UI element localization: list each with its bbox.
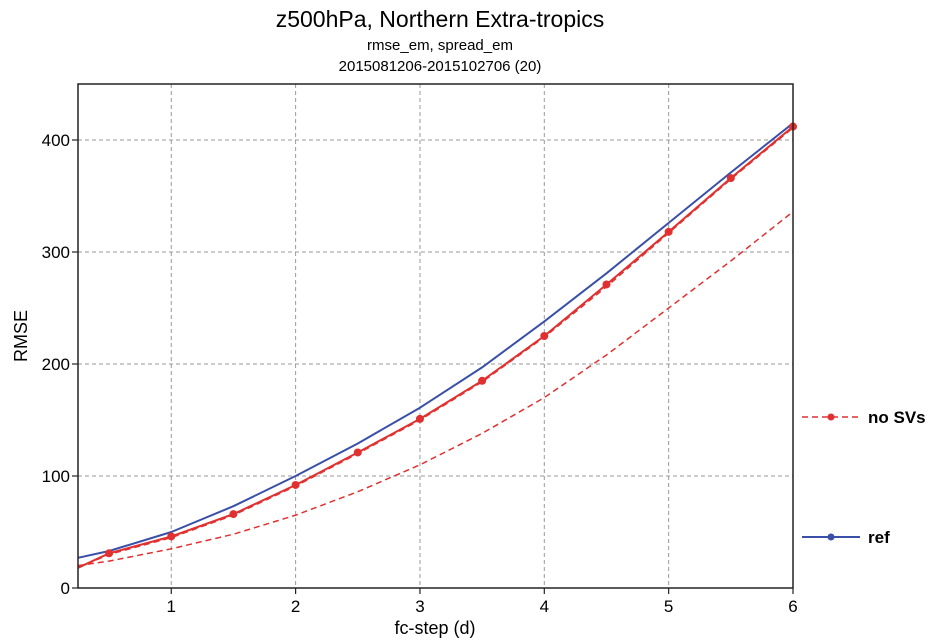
y-tick-label: 100 — [42, 467, 70, 486]
legend-item-ref: ref — [802, 528, 890, 547]
chart-subtitle-period: 2015081206-2015102706 (20) — [339, 58, 542, 75]
data-series — [77, 122, 797, 569]
x-tick-label: 2 — [291, 597, 300, 616]
x-axis-label: fc-step (d) — [394, 618, 475, 638]
legend-marker-no-svs — [827, 413, 835, 421]
x-tick-label: 4 — [540, 597, 549, 616]
series-point-1 — [167, 532, 176, 541]
plot-frame — [77, 83, 794, 589]
x-tick-label: 6 — [788, 597, 797, 616]
x-tick-label: 5 — [664, 597, 673, 616]
series-line-0 — [77, 122, 794, 559]
legend-item-no-svs: no SVs — [802, 408, 926, 427]
y-tick-label: 300 — [42, 243, 70, 262]
y-tick-label: 400 — [42, 131, 70, 150]
legend-label-no-svs: no SVs — [868, 408, 926, 427]
chart-title: z500hPa, Northern Extra-tropics — [276, 6, 605, 32]
series-line-1 — [77, 125, 794, 569]
y-tick-label: 0 — [61, 579, 70, 598]
y-axis-label: RMSE — [11, 310, 31, 362]
series-point-1 — [353, 448, 362, 457]
legend: no SVs ref — [802, 408, 926, 547]
legend-label-ref: ref — [868, 528, 890, 547]
tick-labels: 1 2 3 4 5 6 0 100 200 300 400 — [42, 131, 798, 616]
legend-marker-ref — [827, 533, 835, 541]
y-tick-label: 200 — [42, 355, 70, 374]
gridlines — [78, 84, 793, 588]
x-tick-label: 3 — [415, 597, 424, 616]
chart-subtitle-metrics: rmse_em, spread_em — [367, 37, 513, 54]
series-line-2 — [77, 127, 794, 569]
series-point-1 — [602, 280, 611, 289]
x-tick-label: 1 — [167, 597, 176, 616]
series-line-3 — [77, 211, 794, 567]
